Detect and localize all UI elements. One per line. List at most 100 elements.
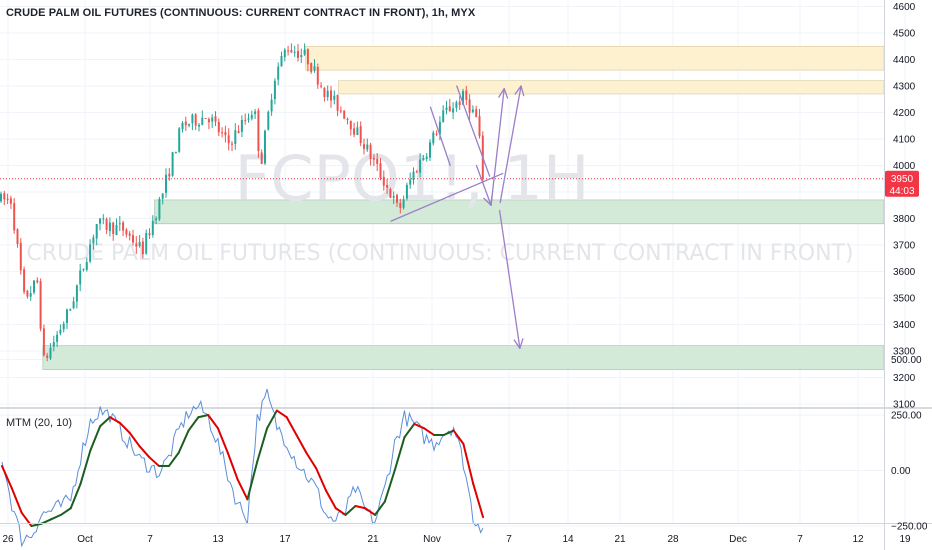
mtm-signal-segment [50,513,62,521]
price-tick-label: 4000 [893,161,916,172]
mtm-signal-segment [108,416,121,424]
mtm-signal-segment [118,421,131,434]
candle-body [336,94,339,111]
mtm-axis[interactable]: −250.00 0.00 250.00 500.00 [891,355,928,533]
candle-body [102,218,105,220]
candle-body [79,270,82,285]
candle-body [168,173,171,177]
candle-body [458,101,461,105]
candle-body [412,171,415,180]
candle-body [204,118,207,120]
candle-body [122,222,125,231]
time-tick-label: 21 [614,534,626,545]
mtm-signal-segment [413,422,426,430]
candle-body [42,328,45,356]
candle-body [56,334,59,342]
candle-body [69,309,72,311]
candle-body [148,233,151,236]
time-tick-label: 21 [367,534,379,545]
price-tick-label: 3800 [893,214,916,225]
candle-body [270,99,273,112]
mtm-signal-segment [128,431,141,448]
candle-body [6,198,9,200]
mtm-signal-segment [364,507,377,516]
mtm-signal-segment [1,465,13,490]
demand-zone [42,345,885,370]
projection-arrow-down-head [519,338,524,350]
candle-body [105,218,108,230]
candle-body [161,193,164,199]
candle-body [452,108,455,113]
candle-body [267,111,270,130]
candle-body [165,174,167,193]
candle-body [330,90,332,101]
time-axis[interactable]: 26 Oct 7 13 17 21 Nov 7 14 21 28 Dec 7 12 19 [2,534,911,545]
candle-body [158,199,161,220]
mtm-tick-label: 500.00 [891,355,922,366]
mtm-signal-segment [148,456,161,468]
mtm-signal-segment [393,436,406,472]
candle-body [366,144,369,150]
candle-body [49,347,52,359]
mtm-signal-segment [324,489,337,510]
price-tick-label: 4200 [893,108,916,119]
candle-body [445,107,448,110]
candle-body [36,280,39,283]
projection-arrow-up-head [520,85,525,97]
price-tick-label: 3700 [893,241,916,252]
price-tick-label: 4300 [893,82,916,93]
candle-body [300,55,303,58]
candle-body [231,143,233,145]
projection-arrow-down [475,164,492,206]
candle-body [405,184,408,199]
candle-body [99,218,101,224]
candle-body [250,114,253,119]
mtm-signal-segment [472,482,485,519]
mtm-signal-segment [10,487,23,514]
candle-body [287,50,290,52]
time-tick-label: 12 [852,534,864,545]
candles [0,43,484,362]
mtm-signal-segment [354,505,367,510]
candle-body [323,87,326,97]
candle-body [75,285,78,302]
candle-body [422,157,425,160]
candle-body [303,49,306,55]
candle-body [379,163,382,178]
time-tick-label: Nov [423,534,441,545]
candle-body [125,229,128,235]
candle-body [429,142,431,158]
candle-body [188,124,191,126]
mtm-signal-segment [334,507,347,516]
candle-body [112,222,115,234]
time-tick-label: 14 [562,534,574,545]
mtm-signal-segment [374,500,386,516]
candle-body [108,222,111,232]
mtm-signal-segment [187,416,200,432]
time-tick-label: 7 [147,534,153,545]
candle-body [155,218,158,221]
price-tick-label: 3600 [893,267,916,278]
candle-body [320,85,323,87]
candle-body [468,99,471,113]
candle-body [475,109,478,118]
candle-body [224,132,227,136]
candle-body [201,117,204,125]
candle-body [448,106,451,112]
mtm-tick-label: 0.00 [891,466,911,477]
candle-body [85,262,88,270]
candle-body [326,90,329,97]
candle-body [346,119,349,121]
candle-body [184,121,187,126]
watermark-name: CRUDE PALM OIL FUTURES (CONTINUOUS: CURR… [26,241,853,266]
indicator-title: MTM (20, 10) [6,417,73,429]
candle-body [280,56,283,67]
candle-body [369,144,372,159]
candle-body [273,80,276,100]
candle-body [191,114,194,124]
zones [42,45,885,370]
candle-body [82,268,85,270]
candle-body [376,158,379,164]
candle-body [389,188,392,198]
